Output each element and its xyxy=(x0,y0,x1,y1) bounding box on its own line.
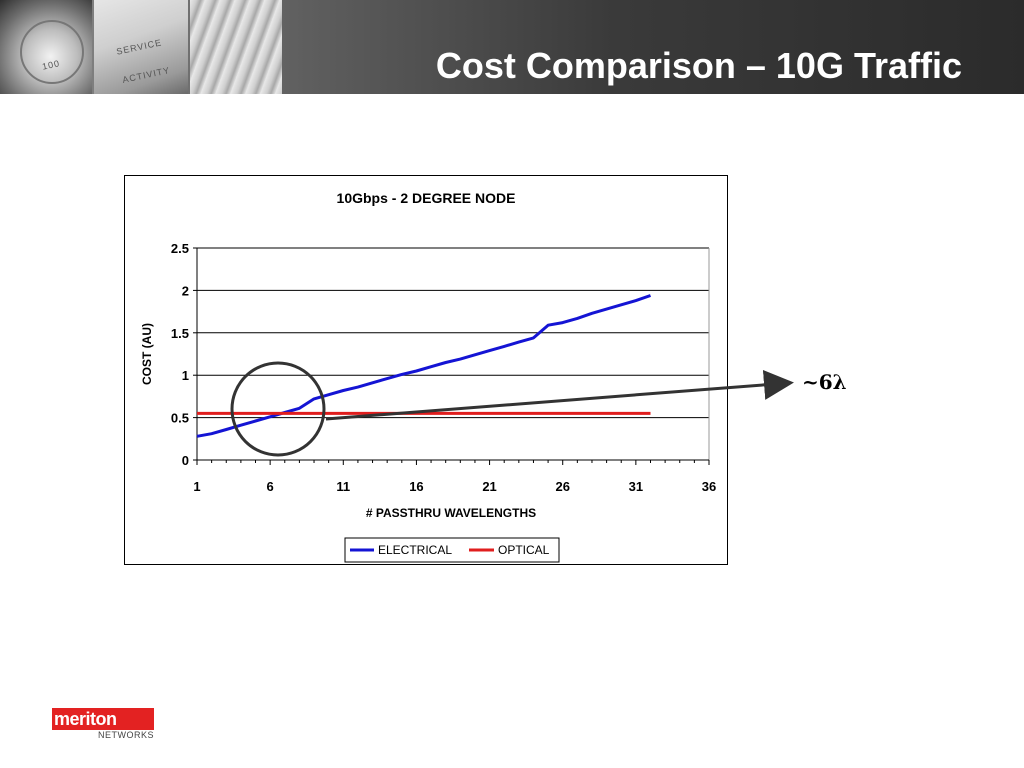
x-tick-label: 21 xyxy=(482,479,496,494)
legend-label-optical: OPTICAL xyxy=(498,543,550,557)
header-photo-fibers xyxy=(190,0,282,94)
legend-label-electrical: ELECTRICAL xyxy=(378,543,452,557)
annotation-label: ~6λ xyxy=(802,370,847,394)
annotation-arrow xyxy=(325,369,794,421)
y-tick-label: 0 xyxy=(182,453,189,468)
x-tick-label: 36 xyxy=(702,479,716,494)
series-layer xyxy=(196,294,651,438)
header-banner: 100 SERVICE ACTIVITY Cost Comparison – 1… xyxy=(0,0,1024,94)
x-tick-label: 1 xyxy=(193,479,200,494)
y-axis-label: COST (AU) xyxy=(140,323,154,385)
crossover-circle xyxy=(230,361,326,457)
y-tick-label: 1 xyxy=(182,368,189,383)
x-tick-label: 6 xyxy=(267,479,274,494)
logo-wordmark: meriton xyxy=(52,708,154,730)
chart-title: 10Gbps - 2 DEGREE NODE xyxy=(337,190,516,206)
header-photo-panel: SERVICE ACTIVITY xyxy=(94,0,188,94)
y-tick-label: 2 xyxy=(182,283,189,298)
x-tick-label: 26 xyxy=(555,479,569,494)
gridlines xyxy=(197,247,709,419)
x-tick-label: 16 xyxy=(409,479,423,494)
y-tick-label: 1.5 xyxy=(171,326,189,341)
company-logo: meriton NETWORKS xyxy=(52,708,156,742)
header-photo-dial: 100 xyxy=(0,0,92,94)
dial-icon xyxy=(20,20,84,84)
y-tick-label: 2.5 xyxy=(171,241,189,256)
x-tick-label: 31 xyxy=(629,479,643,494)
chart-frame xyxy=(124,175,728,565)
x-tick-label: 11 xyxy=(336,479,350,494)
slide-title: Cost Comparison – 10G Traffic xyxy=(435,45,962,86)
legend: ELECTRICAL OPTICAL xyxy=(344,537,560,563)
axes: 00.511.522.51 6 11 16 21 26 31 36 xyxy=(171,241,716,494)
y-tick-label: 0.5 xyxy=(171,411,189,426)
logo-subtitle: NETWORKS xyxy=(97,730,154,740)
series-line-electrical xyxy=(196,294,651,438)
x-axis-label: # PASSTHRU WAVELENGTHS xyxy=(366,506,536,520)
